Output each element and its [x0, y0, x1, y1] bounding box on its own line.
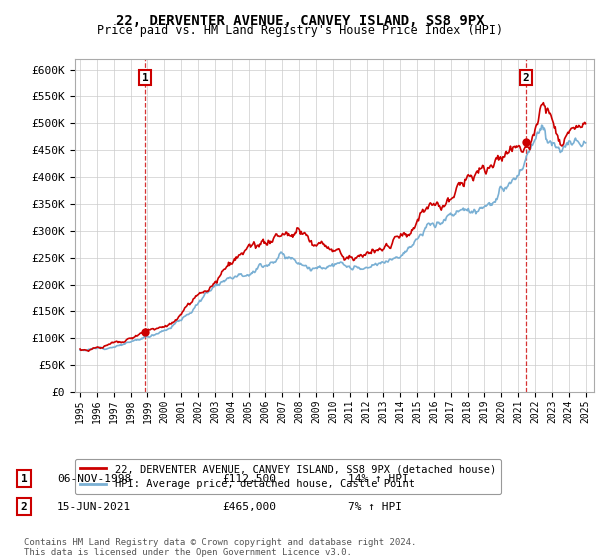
Text: 2: 2	[20, 502, 28, 512]
Text: 1: 1	[142, 73, 148, 83]
Text: 14% ↑ HPI: 14% ↑ HPI	[348, 474, 409, 484]
Text: 06-NOV-1998: 06-NOV-1998	[57, 474, 131, 484]
Text: 2: 2	[523, 73, 529, 83]
Text: £112,500: £112,500	[222, 474, 276, 484]
Text: 7% ↑ HPI: 7% ↑ HPI	[348, 502, 402, 512]
Text: 1: 1	[20, 474, 28, 484]
Text: 15-JUN-2021: 15-JUN-2021	[57, 502, 131, 512]
Text: £465,000: £465,000	[222, 502, 276, 512]
Text: Price paid vs. HM Land Registry's House Price Index (HPI): Price paid vs. HM Land Registry's House …	[97, 24, 503, 37]
Text: Contains HM Land Registry data © Crown copyright and database right 2024.
This d: Contains HM Land Registry data © Crown c…	[24, 538, 416, 557]
Legend: 22, DERVENTER AVENUE, CANVEY ISLAND, SS8 9PX (detached house), HPI: Average pric: 22, DERVENTER AVENUE, CANVEY ISLAND, SS8…	[75, 459, 501, 494]
Text: 22, DERVENTER AVENUE, CANVEY ISLAND, SS8 9PX: 22, DERVENTER AVENUE, CANVEY ISLAND, SS8…	[116, 14, 484, 28]
